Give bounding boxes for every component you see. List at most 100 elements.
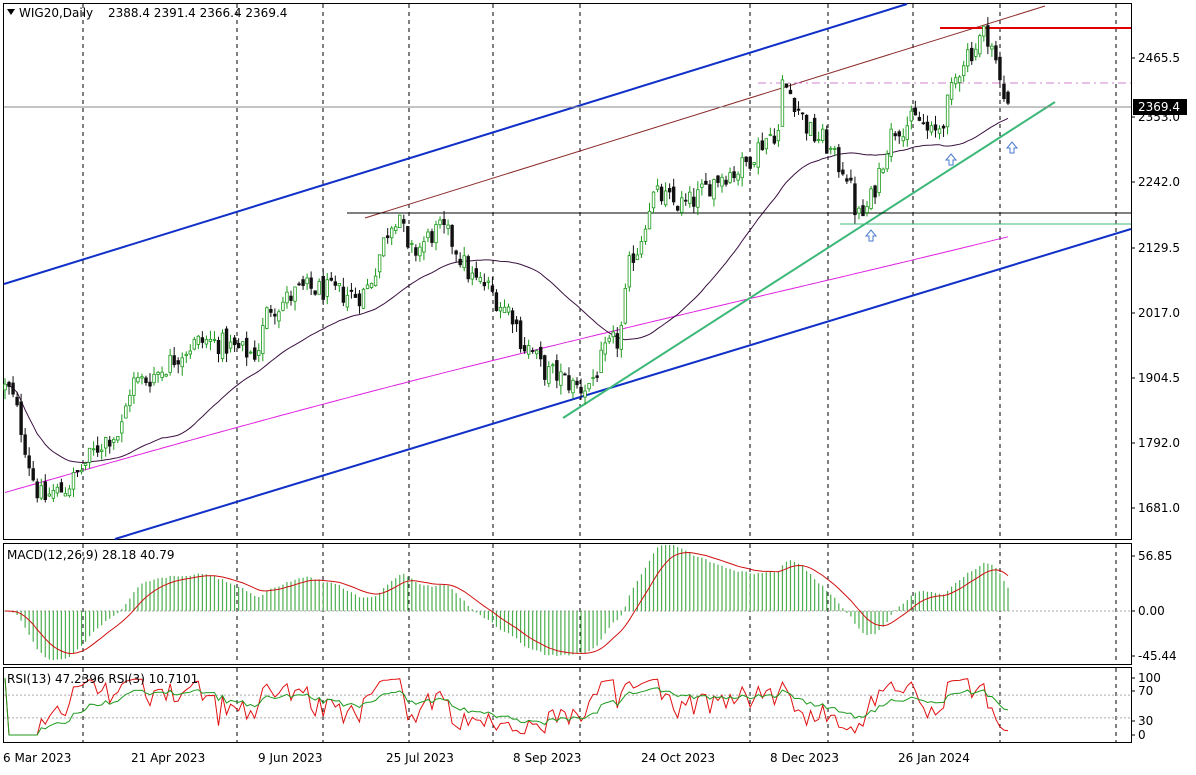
candle-body — [385, 235, 390, 239]
candle-body — [321, 276, 325, 300]
candle-body — [526, 345, 531, 355]
candle-body — [853, 183, 857, 216]
candle-body — [1006, 91, 1010, 104]
candle-body — [112, 438, 116, 443]
candle-body — [269, 308, 273, 313]
candle-body — [23, 434, 27, 455]
candle-body — [655, 185, 660, 190]
price-tick: 1792.0 — [1138, 436, 1180, 450]
macd-label: MACD(12,26,9) 28.18 40.79 — [7, 548, 174, 562]
candle-body — [901, 136, 905, 142]
candle-body — [99, 449, 104, 452]
candle-body — [325, 279, 329, 297]
rsi-tick: 0 — [1138, 728, 1146, 742]
candle-body — [196, 335, 201, 345]
candle-body — [59, 482, 64, 493]
candle-body — [708, 184, 712, 197]
ma-short-line — [4, 117, 1009, 464]
candle-body — [498, 306, 503, 312]
support-trendline — [562, 101, 1056, 419]
candle-body — [873, 185, 877, 198]
candle-body — [684, 199, 688, 202]
candle-body — [663, 190, 668, 206]
candle-body — [659, 186, 664, 202]
candle-body — [756, 142, 760, 168]
candle-body — [567, 375, 571, 391]
price-tick: 2017.0 — [1138, 306, 1180, 320]
candle-body — [877, 168, 881, 193]
candle-body — [120, 421, 124, 434]
candle-body — [857, 207, 861, 214]
candle-body — [446, 224, 450, 229]
price-chart[interactable] — [3, 3, 1132, 540]
rsi-indicator — [4, 677, 1131, 736]
candle-body — [667, 188, 672, 193]
candle-body — [63, 492, 68, 497]
candle-body — [297, 283, 301, 286]
candle-body — [547, 366, 551, 384]
candle-body — [430, 231, 434, 243]
candle-body — [406, 226, 410, 248]
candle-body — [273, 313, 277, 317]
candle-body — [599, 349, 603, 373]
candle-body — [929, 125, 934, 133]
candle-body — [800, 112, 805, 115]
candle-body — [792, 97, 797, 112]
candle-body — [478, 277, 483, 282]
candle-body — [849, 177, 853, 181]
price-axis: 2465.5 2353.0 2242.0 2129.5 2017.0 1904.… — [1131, 51, 1180, 515]
candle-body — [680, 197, 684, 213]
candle-body — [293, 286, 297, 302]
candle-body — [124, 405, 128, 419]
candle-body — [357, 293, 362, 307]
time-axis: 6 Mar 2023 21 Apr 2023 9 Jun 2023 25 Jul… — [3, 751, 970, 765]
current-price-label: 2369.4 — [1138, 100, 1180, 114]
candle-body — [1002, 83, 1006, 100]
candle-body — [502, 306, 507, 313]
candle-body — [804, 114, 809, 134]
candle-body — [176, 360, 180, 365]
candle-body — [921, 122, 926, 125]
candle-body — [43, 481, 47, 500]
candle-body — [341, 286, 346, 303]
candle-body — [301, 279, 305, 286]
candle-body — [418, 246, 422, 257]
candle-body — [998, 56, 1002, 81]
candle-body — [377, 254, 382, 273]
candle-body — [104, 437, 108, 449]
candle-body — [611, 331, 615, 338]
rsi-tick: 30 — [1138, 714, 1153, 728]
candle-body — [442, 219, 446, 225]
candle-body — [381, 237, 386, 257]
candle-body — [845, 178, 849, 182]
candle-body — [132, 377, 136, 396]
up-arrow-icon — [864, 229, 878, 242]
candle-body — [941, 125, 946, 129]
time-label: 6 Mar 2023 — [3, 751, 71, 765]
main-panel-frame — [3, 3, 1132, 540]
symbol-dropdown-icon[interactable] — [7, 9, 15, 15]
candle-body — [760, 140, 764, 151]
candle-body — [349, 289, 354, 292]
candle-body — [978, 35, 982, 55]
candle-body — [704, 180, 708, 185]
candle-body — [530, 350, 535, 352]
candle-body — [897, 131, 901, 137]
candle-body — [71, 472, 76, 490]
candle-body — [490, 285, 495, 292]
price-tick: 2129.5 — [1138, 241, 1180, 255]
candle-body — [365, 284, 370, 289]
candle-body — [329, 277, 333, 281]
candle-body — [164, 374, 168, 377]
candle-body — [474, 268, 478, 278]
symbol-label: WIG20,Daily — [19, 6, 93, 20]
macd-indicator — [4, 545, 1131, 661]
candle-body — [982, 25, 986, 37]
candle-body — [75, 470, 80, 473]
candle-body — [986, 25, 990, 47]
candle-body — [192, 339, 197, 350]
macd-signal-line — [4, 551, 1009, 655]
candle-body — [3, 383, 7, 391]
candle-body — [309, 277, 313, 289]
